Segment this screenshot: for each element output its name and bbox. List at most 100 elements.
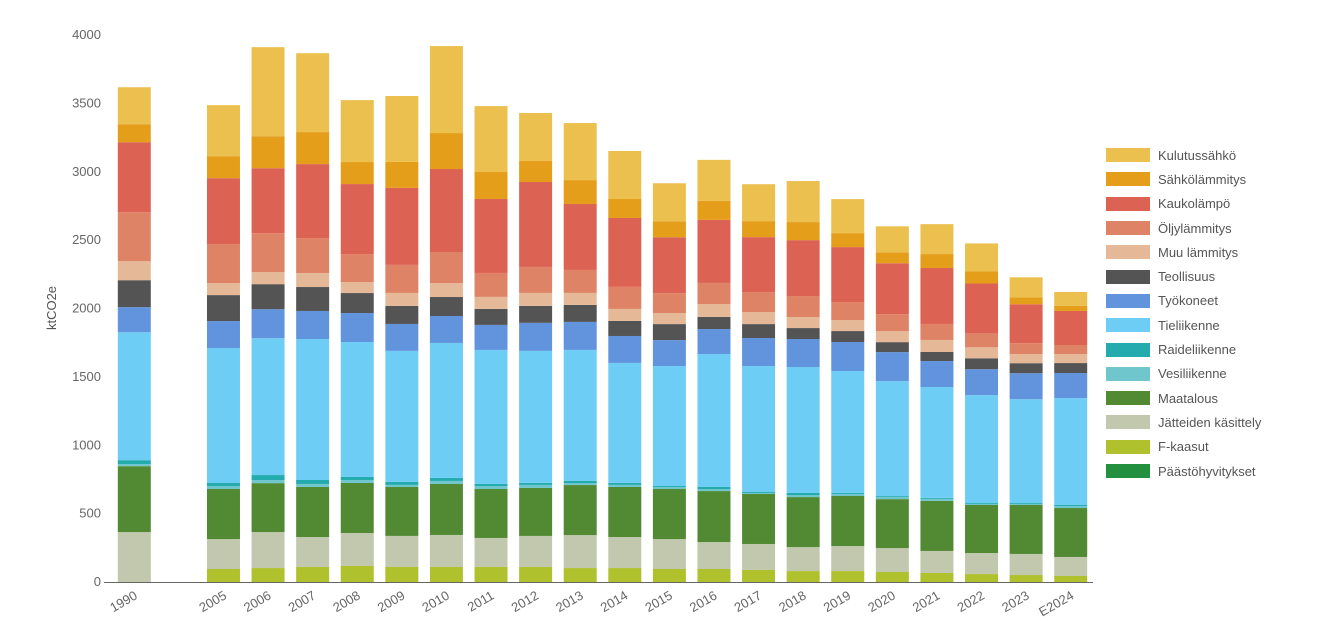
bar-segment[interactable] [117,280,151,308]
bar-segment[interactable] [296,310,330,339]
bar-segment[interactable] [697,316,731,330]
bar-segment[interactable] [385,292,419,306]
bar-segment[interactable] [742,324,776,339]
bar-segment[interactable] [652,486,686,487]
bar-segment[interactable] [875,331,909,343]
bar-segment[interactable] [474,272,508,297]
bar-segment[interactable] [117,307,151,333]
bar-segment[interactable] [340,184,374,255]
legend-item[interactable]: Kulutussähkö [1106,143,1261,167]
bar-segment[interactable] [385,484,419,487]
bar-segment[interactable] [385,481,419,485]
legend-item[interactable]: Maatalous [1106,386,1261,410]
bar-segment[interactable] [296,566,330,582]
bar-segment[interactable] [608,486,642,538]
bar-segment[interactable] [429,566,463,582]
legend-item[interactable]: Jätteiden käsittely [1106,410,1261,434]
bar-segment[interactable] [340,254,374,283]
bar-segment[interactable] [385,350,419,482]
bar-segment[interactable] [965,503,999,505]
bar-segment[interactable] [920,323,954,340]
bar-segment[interactable] [786,317,820,329]
bar-segment[interactable] [429,297,463,317]
bar-stack-2009[interactable] [385,95,419,582]
bar-segment[interactable] [875,572,909,582]
bar-segment[interactable] [563,480,597,483]
bar-segment[interactable] [831,495,865,547]
bar-segment[interactable] [697,303,731,317]
bar-segment[interactable] [563,349,597,481]
bar-segment[interactable] [340,482,374,534]
bar-segment[interactable] [608,217,642,287]
bar-segment[interactable] [1054,305,1088,311]
bar-segment[interactable] [965,574,999,582]
bar-segment[interactable] [296,164,330,239]
bar-segment[interactable] [429,46,463,134]
bar-segment[interactable] [608,308,642,321]
bar-segment[interactable] [875,497,909,500]
bar-stack-2008[interactable] [340,100,374,582]
bar-segment[interactable] [563,485,597,536]
bar-stack-2017[interactable] [742,184,776,582]
bar-segment[interactable] [875,226,909,253]
bar-stack-2010[interactable] [429,46,463,582]
bar-segment[interactable] [1009,297,1043,305]
bar-segment[interactable] [206,486,240,490]
bar-segment[interactable] [875,548,909,573]
bar-segment[interactable] [1009,504,1043,506]
bar-segment[interactable] [474,537,508,567]
bar-segment[interactable] [831,571,865,582]
bar-segment[interactable] [875,314,909,332]
bar-segment[interactable] [340,100,374,163]
bar-segment[interactable] [697,159,731,201]
bar-segment[interactable] [920,254,954,269]
legend-item[interactable]: Sähkölämmitys [1106,167,1261,191]
bar-segment[interactable] [519,322,553,351]
bar-segment[interactable] [608,362,642,483]
bar-segment[interactable] [206,321,240,349]
bar-segment[interactable] [251,483,285,533]
bar-segment[interactable] [608,482,642,485]
bar-segment[interactable] [742,292,776,313]
bar-segment[interactable] [786,222,820,241]
bar-segment[interactable] [563,321,597,350]
bar-segment[interactable] [296,483,330,487]
bar-segment[interactable] [965,347,999,359]
bar-segment[interactable] [875,381,909,497]
bar-segment[interactable] [742,492,776,494]
bar-segment[interactable] [742,221,776,238]
bar-segment[interactable] [340,476,374,480]
bar-segment[interactable] [251,47,285,137]
bar-segment[interactable] [652,324,686,341]
bar-segment[interactable] [697,489,731,492]
bar-segment[interactable] [519,266,553,293]
bar-segment[interactable] [251,532,285,569]
bar-segment[interactable] [652,489,686,540]
bar-segment[interactable] [875,499,909,549]
bar-segment[interactable] [831,247,865,303]
bar-segment[interactable] [117,261,151,281]
bar-segment[interactable] [831,492,865,494]
bar-segment[interactable] [474,296,508,309]
bar-segment[interactable] [965,505,999,554]
bar-segment[interactable] [1054,508,1088,557]
bar-segment[interactable] [831,493,865,496]
bar-segment[interactable] [875,352,909,382]
bar-stack-2013[interactable] [563,123,597,582]
bar-segment[interactable] [920,550,954,573]
bar-segment[interactable] [920,572,954,582]
bar-stack-2012[interactable] [519,112,553,582]
bar-segment[interactable] [786,571,820,582]
bar-segment[interactable] [831,233,865,248]
bar-segment[interactable] [117,332,151,461]
bar-segment[interactable] [429,477,463,481]
bar-segment[interactable] [206,105,240,157]
bar-segment[interactable] [1054,505,1088,509]
bar-segment[interactable] [608,150,642,199]
bar-segment[interactable] [340,162,374,185]
bar-segment[interactable] [1054,354,1088,364]
bar-segment[interactable] [519,182,553,267]
bar-segment[interactable] [206,283,240,296]
bar-stack-2023[interactable] [1009,277,1043,582]
bar-segment[interactable] [296,537,330,567]
